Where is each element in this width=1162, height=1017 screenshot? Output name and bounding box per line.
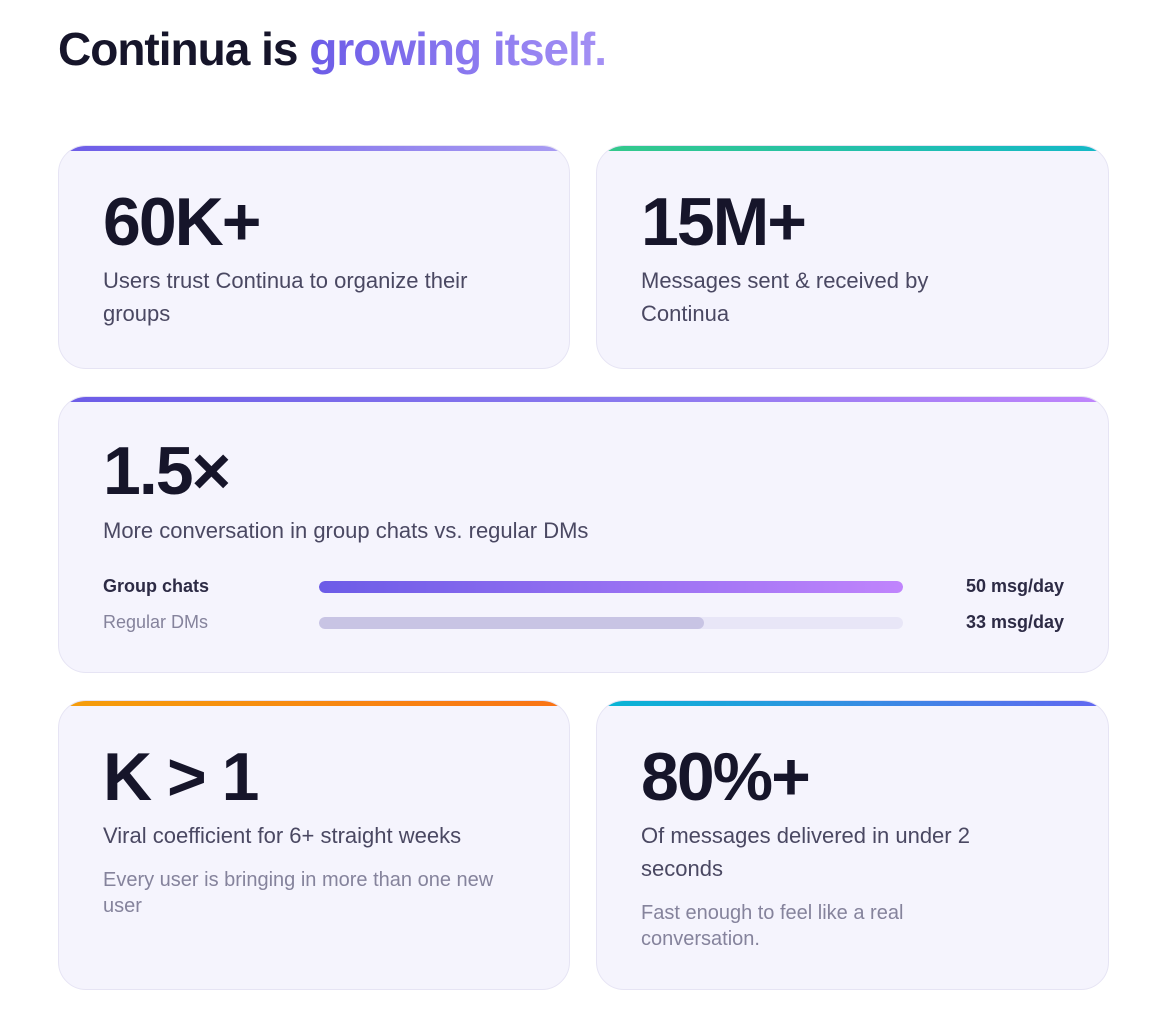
stat-subtext: Every user is bringing in more than one … xyxy=(103,869,494,917)
title-prefix: Continua is xyxy=(58,23,310,75)
bar-track xyxy=(319,617,903,629)
bar-label: Regular DMs xyxy=(103,612,209,632)
card-accent-bar xyxy=(597,146,1108,151)
bar-row-regular-dms: Regular DMs 33 msg/day xyxy=(103,610,1064,634)
stat-card-users: 60K+ Users trust Continua to organize th… xyxy=(58,145,570,369)
stat-description: Of messages delivered in under 2 seconds xyxy=(641,823,970,881)
bar-fill-regular-dms xyxy=(319,617,705,629)
bar-track xyxy=(319,581,903,593)
title-accent: growing itself. xyxy=(309,23,607,75)
stat-card-viral: K > 1 Viral coefficient for 6+ straight … xyxy=(58,700,570,990)
stat-description: Messages sent & received by Continua xyxy=(641,268,929,326)
stat-description: Users trust Continua to organize their g… xyxy=(103,268,468,326)
card-accent-bar xyxy=(597,701,1108,706)
card-accent-bar xyxy=(59,397,1108,402)
stat-subtext: Fast enough to feel like a real conversa… xyxy=(641,902,904,950)
stat-value: K > 1 xyxy=(103,739,259,815)
stat-card-delivery: 80%+ Of messages delivered in under 2 se… xyxy=(596,700,1109,990)
stat-value: 80%+ xyxy=(641,739,811,815)
bar-value: 33 msg/day xyxy=(965,612,1064,632)
stat-value: 1.5× xyxy=(103,433,231,509)
stat-card-conversation: 1.5× More conversation in group chats vs… xyxy=(58,396,1109,673)
bar-fill-group-chats xyxy=(319,581,903,593)
card-accent-bar xyxy=(59,701,569,706)
bar-row-group-chats: Group chats 50 msg/day xyxy=(103,574,1064,598)
stat-value: 15M+ xyxy=(641,184,807,260)
bar-label: Group chats xyxy=(103,576,210,596)
page-title: Continua is growing itself. xyxy=(58,18,607,80)
stat-description: Viral coefficient for 6+ straight weeks xyxy=(103,823,462,848)
bar-value: 50 msg/day xyxy=(965,576,1064,596)
card-accent-bar xyxy=(59,146,569,151)
stat-card-messages: 15M+ Messages sent & received by Continu… xyxy=(596,145,1109,369)
stat-value: 60K+ xyxy=(103,184,261,260)
stat-description: More conversation in group chats vs. reg… xyxy=(103,518,589,543)
